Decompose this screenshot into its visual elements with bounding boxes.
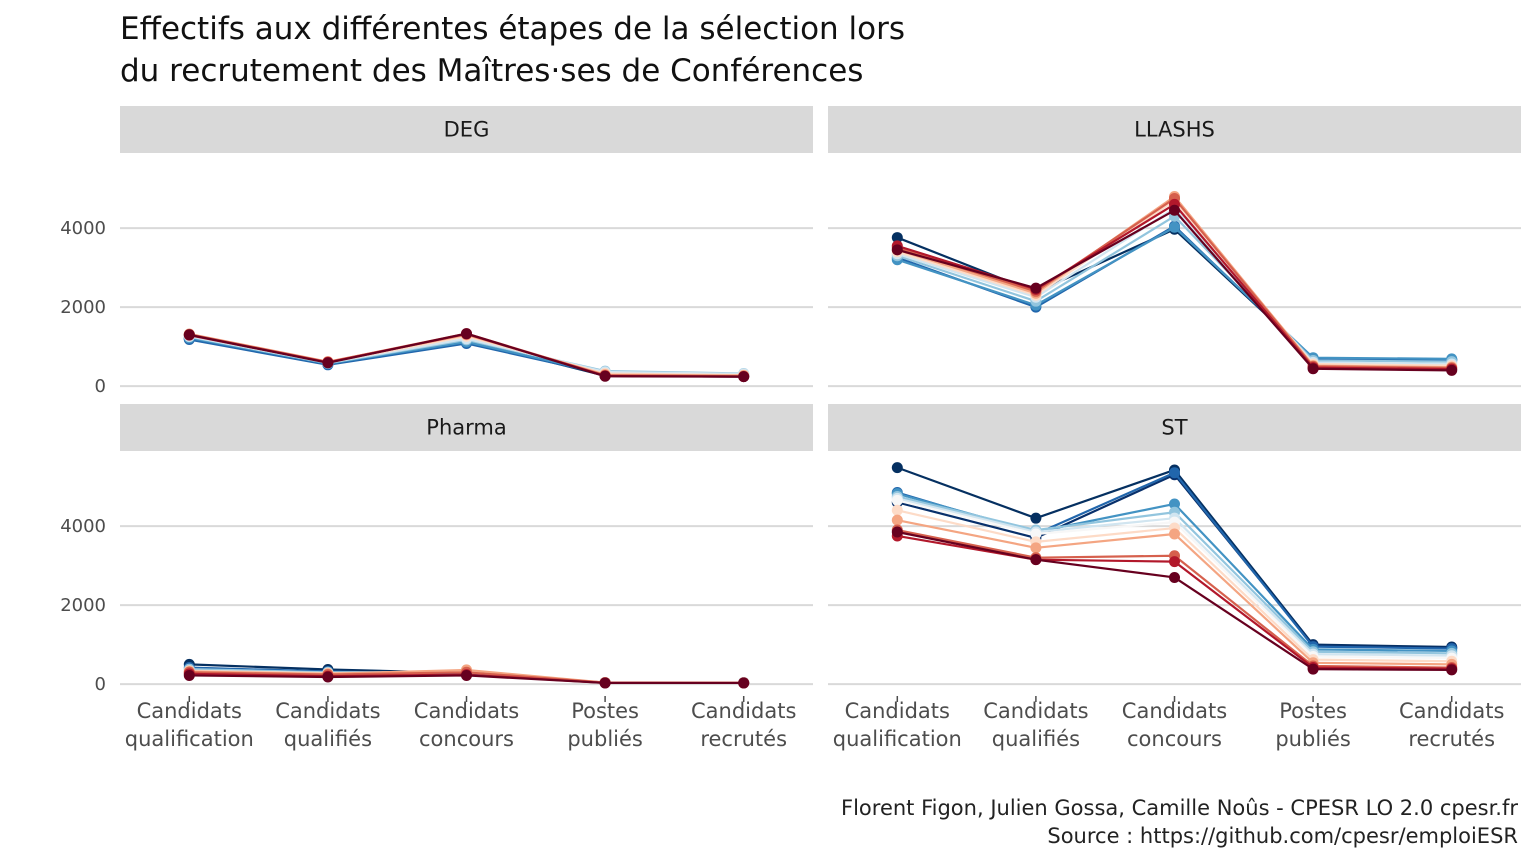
chart-title-line-1: Effectifs aux différentes étapes de la s… — [120, 11, 906, 47]
data-point — [1307, 363, 1319, 375]
data-point — [599, 370, 611, 382]
chart-title: Effectifs aux différentes étapes de la s… — [120, 8, 905, 92]
data-point — [322, 357, 334, 369]
data-point — [1307, 663, 1319, 675]
facet-strip-label: ST — [1161, 416, 1187, 440]
x-tick-label: Candidats recrutés — [691, 699, 796, 751]
data-point — [1030, 554, 1042, 566]
facet-panel: ST Candidats qualification Candidats qualifi… — [828, 404, 1521, 751]
x-tick-label-line: Postes — [1279, 699, 1347, 723]
series-line — [896, 225, 1452, 362]
data-point — [891, 232, 903, 244]
x-tick-label: Candidats concours — [414, 699, 519, 751]
facet-panel: DEG 0 2000 4000 — [60, 106, 813, 397]
series-line — [896, 226, 1452, 360]
x-tick-label-line: Candidats — [1122, 699, 1227, 723]
facet-strip — [828, 404, 1521, 451]
x-tick-label-line: publiés — [1275, 727, 1351, 751]
y-tick-label: 2000 — [60, 595, 106, 616]
x-tick-label-line: Candidats — [845, 699, 950, 723]
y-tick-label: 4000 — [60, 218, 106, 239]
data-point — [1169, 571, 1180, 583]
data-point — [1446, 664, 1458, 676]
facet-strip — [828, 106, 1521, 153]
facet-strip-label: Pharma — [426, 416, 506, 440]
series-line — [896, 215, 1452, 363]
chart-title-line-2: du recrutement des Maîtres·ses de Confér… — [120, 53, 864, 89]
x-tick-label-line: Candidats — [137, 699, 242, 723]
data-point — [738, 371, 750, 383]
data-point — [1169, 221, 1180, 233]
chart-caption: Florent Figon, Julien Gossa, Camille Noû… — [841, 794, 1518, 850]
series-line — [896, 228, 1452, 361]
x-tick-label: Postes publiés — [1275, 699, 1351, 751]
y-tick-label: 4000 — [60, 516, 106, 537]
facet-strip-label: DEG — [444, 118, 490, 142]
x-tick-label: Candidats concours — [1122, 699, 1227, 751]
data-point — [1169, 556, 1180, 568]
data-point — [1169, 204, 1180, 216]
data-point — [891, 504, 903, 516]
data-point — [1169, 498, 1180, 510]
y-tick-label: 2000 — [60, 297, 106, 318]
facet-strip — [120, 404, 813, 451]
data-point — [183, 329, 195, 341]
data-point — [461, 328, 472, 340]
x-tick-label: Candidats qualifiés — [983, 699, 1088, 751]
x-tick-label-line: recrutés — [700, 727, 787, 751]
data-point — [1030, 512, 1042, 524]
data-point — [891, 526, 903, 538]
x-tick-label: Candidats qualification — [125, 699, 254, 751]
x-tick-label-line: qualification — [125, 727, 254, 751]
data-point — [891, 462, 903, 474]
data-point — [599, 677, 611, 689]
data-point — [891, 494, 903, 506]
x-tick-label: Candidats qualifiés — [275, 699, 380, 751]
facet-panel: LLASHS — [828, 106, 1521, 388]
data-point — [1030, 528, 1042, 540]
data-point — [1446, 364, 1458, 376]
caption-authors: Florent Figon, Julien Gossa, Camille Noû… — [841, 796, 1518, 820]
x-tick-label-line: qualifiés — [992, 727, 1080, 751]
x-tick-label-line: concours — [1127, 727, 1222, 751]
series-line — [897, 519, 1452, 666]
x-tick-label: Candidats qualification — [833, 699, 962, 751]
x-tick-label-line: concours — [419, 727, 514, 751]
x-tick-label-line: Candidats — [414, 699, 519, 723]
data-point — [738, 677, 750, 689]
facet-strip-label: LLASHS — [1134, 118, 1215, 142]
data-point — [1169, 528, 1180, 540]
x-tick-label-line: qualification — [833, 727, 962, 751]
data-point — [891, 514, 903, 526]
x-tick-label-line: Postes — [571, 699, 639, 723]
y-tick-label: 0 — [95, 674, 106, 695]
x-tick-label-line: Candidats — [691, 699, 796, 723]
data-point — [1169, 467, 1180, 479]
caption-source: Source : https://github.com/cpesr/emploi… — [1047, 824, 1518, 848]
x-tick-label-line: qualifiés — [284, 727, 372, 751]
x-tick-label: Candidats recrutés — [1399, 699, 1504, 751]
data-point — [1030, 282, 1042, 294]
data-point — [891, 244, 903, 256]
x-tick-label-line: publiés — [567, 727, 643, 751]
data-point — [183, 669, 195, 681]
data-point — [461, 669, 472, 681]
facet-strip — [120, 106, 813, 153]
data-point — [1030, 542, 1042, 554]
x-tick-label-line: recrutés — [1408, 727, 1495, 751]
y-tick-label: 0 — [95, 376, 106, 397]
x-tick-label-line: Candidats — [275, 699, 380, 723]
x-tick-label: Postes publiés — [567, 699, 643, 751]
x-tick-label-line: Candidats — [983, 699, 1088, 723]
x-tick-label-line: Candidats — [1399, 699, 1504, 723]
data-point — [322, 671, 334, 683]
